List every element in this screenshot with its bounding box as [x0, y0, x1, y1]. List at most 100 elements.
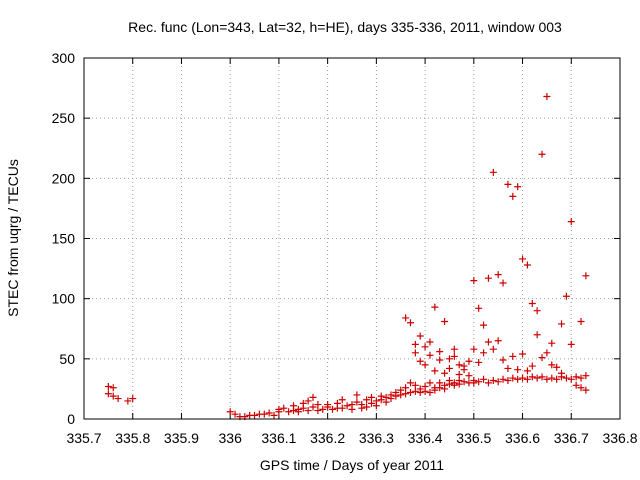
data-point	[406, 389, 414, 397]
data-point	[465, 357, 473, 365]
data-point	[558, 320, 566, 328]
data-point	[519, 374, 527, 382]
data-point	[582, 372, 590, 380]
data-point	[480, 349, 488, 357]
data-point	[567, 375, 575, 383]
data-point	[484, 379, 492, 387]
data-point	[489, 168, 497, 176]
data-point	[314, 401, 322, 409]
data-point	[314, 407, 322, 415]
data-point	[450, 381, 458, 389]
x-tick-label: 335.8	[115, 430, 150, 446]
y-tick-label: 0	[67, 411, 75, 427]
data-point	[353, 398, 361, 406]
data-point	[387, 391, 395, 399]
data-point	[465, 372, 473, 380]
data-point	[504, 376, 512, 384]
data-point	[519, 255, 527, 263]
data-point	[572, 381, 580, 389]
data-point	[538, 354, 546, 362]
data-point	[265, 409, 273, 417]
data-point	[426, 338, 434, 346]
x-ticks: 335.7 335.8 335.9 336 336.1 336.2 336.3 336.4 33…	[66, 58, 638, 446]
data-point	[421, 343, 429, 351]
data-point	[402, 384, 410, 392]
data-point	[460, 378, 468, 386]
data-point	[251, 411, 259, 419]
y-tick-label: 50	[59, 351, 75, 367]
data-point	[509, 352, 517, 360]
y-axis-label: STEC from uqrg / TECUs	[5, 159, 21, 317]
data-point	[416, 332, 424, 340]
data-point	[411, 381, 419, 389]
data-point	[290, 407, 298, 415]
data-point	[562, 292, 570, 300]
data-point	[499, 279, 507, 287]
data-point	[509, 374, 517, 382]
data-point	[285, 408, 293, 416]
data-point	[411, 387, 419, 395]
data-point	[319, 405, 327, 413]
data-point	[538, 150, 546, 158]
x-tick-label: 335.9	[164, 430, 199, 446]
data-points	[104, 93, 590, 421]
data-point	[294, 408, 302, 416]
y-tick-label: 100	[52, 291, 76, 307]
data-point	[470, 379, 478, 387]
data-point	[280, 404, 288, 412]
data-point	[480, 375, 488, 383]
data-point	[504, 364, 512, 372]
data-point	[523, 375, 531, 383]
data-point	[367, 393, 375, 401]
data-point	[548, 361, 556, 369]
data-point	[348, 405, 356, 413]
data-point	[309, 393, 317, 401]
data-point	[333, 399, 341, 407]
data-point	[426, 389, 434, 397]
x-tick-label: 336.3	[359, 430, 394, 446]
data-point	[489, 376, 497, 384]
data-point	[533, 307, 541, 315]
data-point	[484, 274, 492, 282]
grid	[84, 58, 620, 419]
x-tick-label: 336.1	[261, 430, 296, 446]
data-point	[494, 337, 502, 345]
data-point	[533, 331, 541, 339]
data-point	[353, 391, 361, 399]
x-tick-label: 335.7	[66, 430, 101, 446]
y-tick-label: 150	[52, 231, 76, 247]
data-point	[436, 348, 444, 356]
data-point	[411, 340, 419, 348]
data-point	[426, 351, 434, 359]
data-point	[324, 401, 332, 409]
data-point	[436, 379, 444, 387]
x-tick-label: 336.6	[505, 430, 540, 446]
data-point	[109, 384, 117, 392]
data-point	[460, 362, 468, 370]
data-point	[523, 261, 531, 269]
data-point	[441, 318, 449, 326]
data-point	[421, 361, 429, 369]
chart-title: Rec. func (Lon=343, Lat=32, h=HE), days …	[128, 19, 562, 35]
data-point	[411, 349, 419, 357]
data-point	[523, 367, 531, 375]
data-point	[455, 370, 463, 378]
data-point	[392, 389, 400, 397]
data-point	[538, 373, 546, 381]
data-point	[338, 404, 346, 412]
x-tick-label: 336	[219, 430, 243, 446]
data-point	[329, 405, 337, 413]
data-point	[475, 304, 483, 312]
data-point	[494, 378, 502, 386]
data-point	[275, 405, 283, 413]
data-point	[514, 183, 522, 191]
data-point	[567, 340, 575, 348]
data-point	[372, 402, 380, 410]
data-point	[124, 397, 132, 405]
data-point	[577, 318, 585, 326]
data-point	[577, 384, 585, 392]
data-point	[441, 369, 449, 377]
data-point	[553, 363, 561, 371]
data-point	[421, 383, 429, 391]
